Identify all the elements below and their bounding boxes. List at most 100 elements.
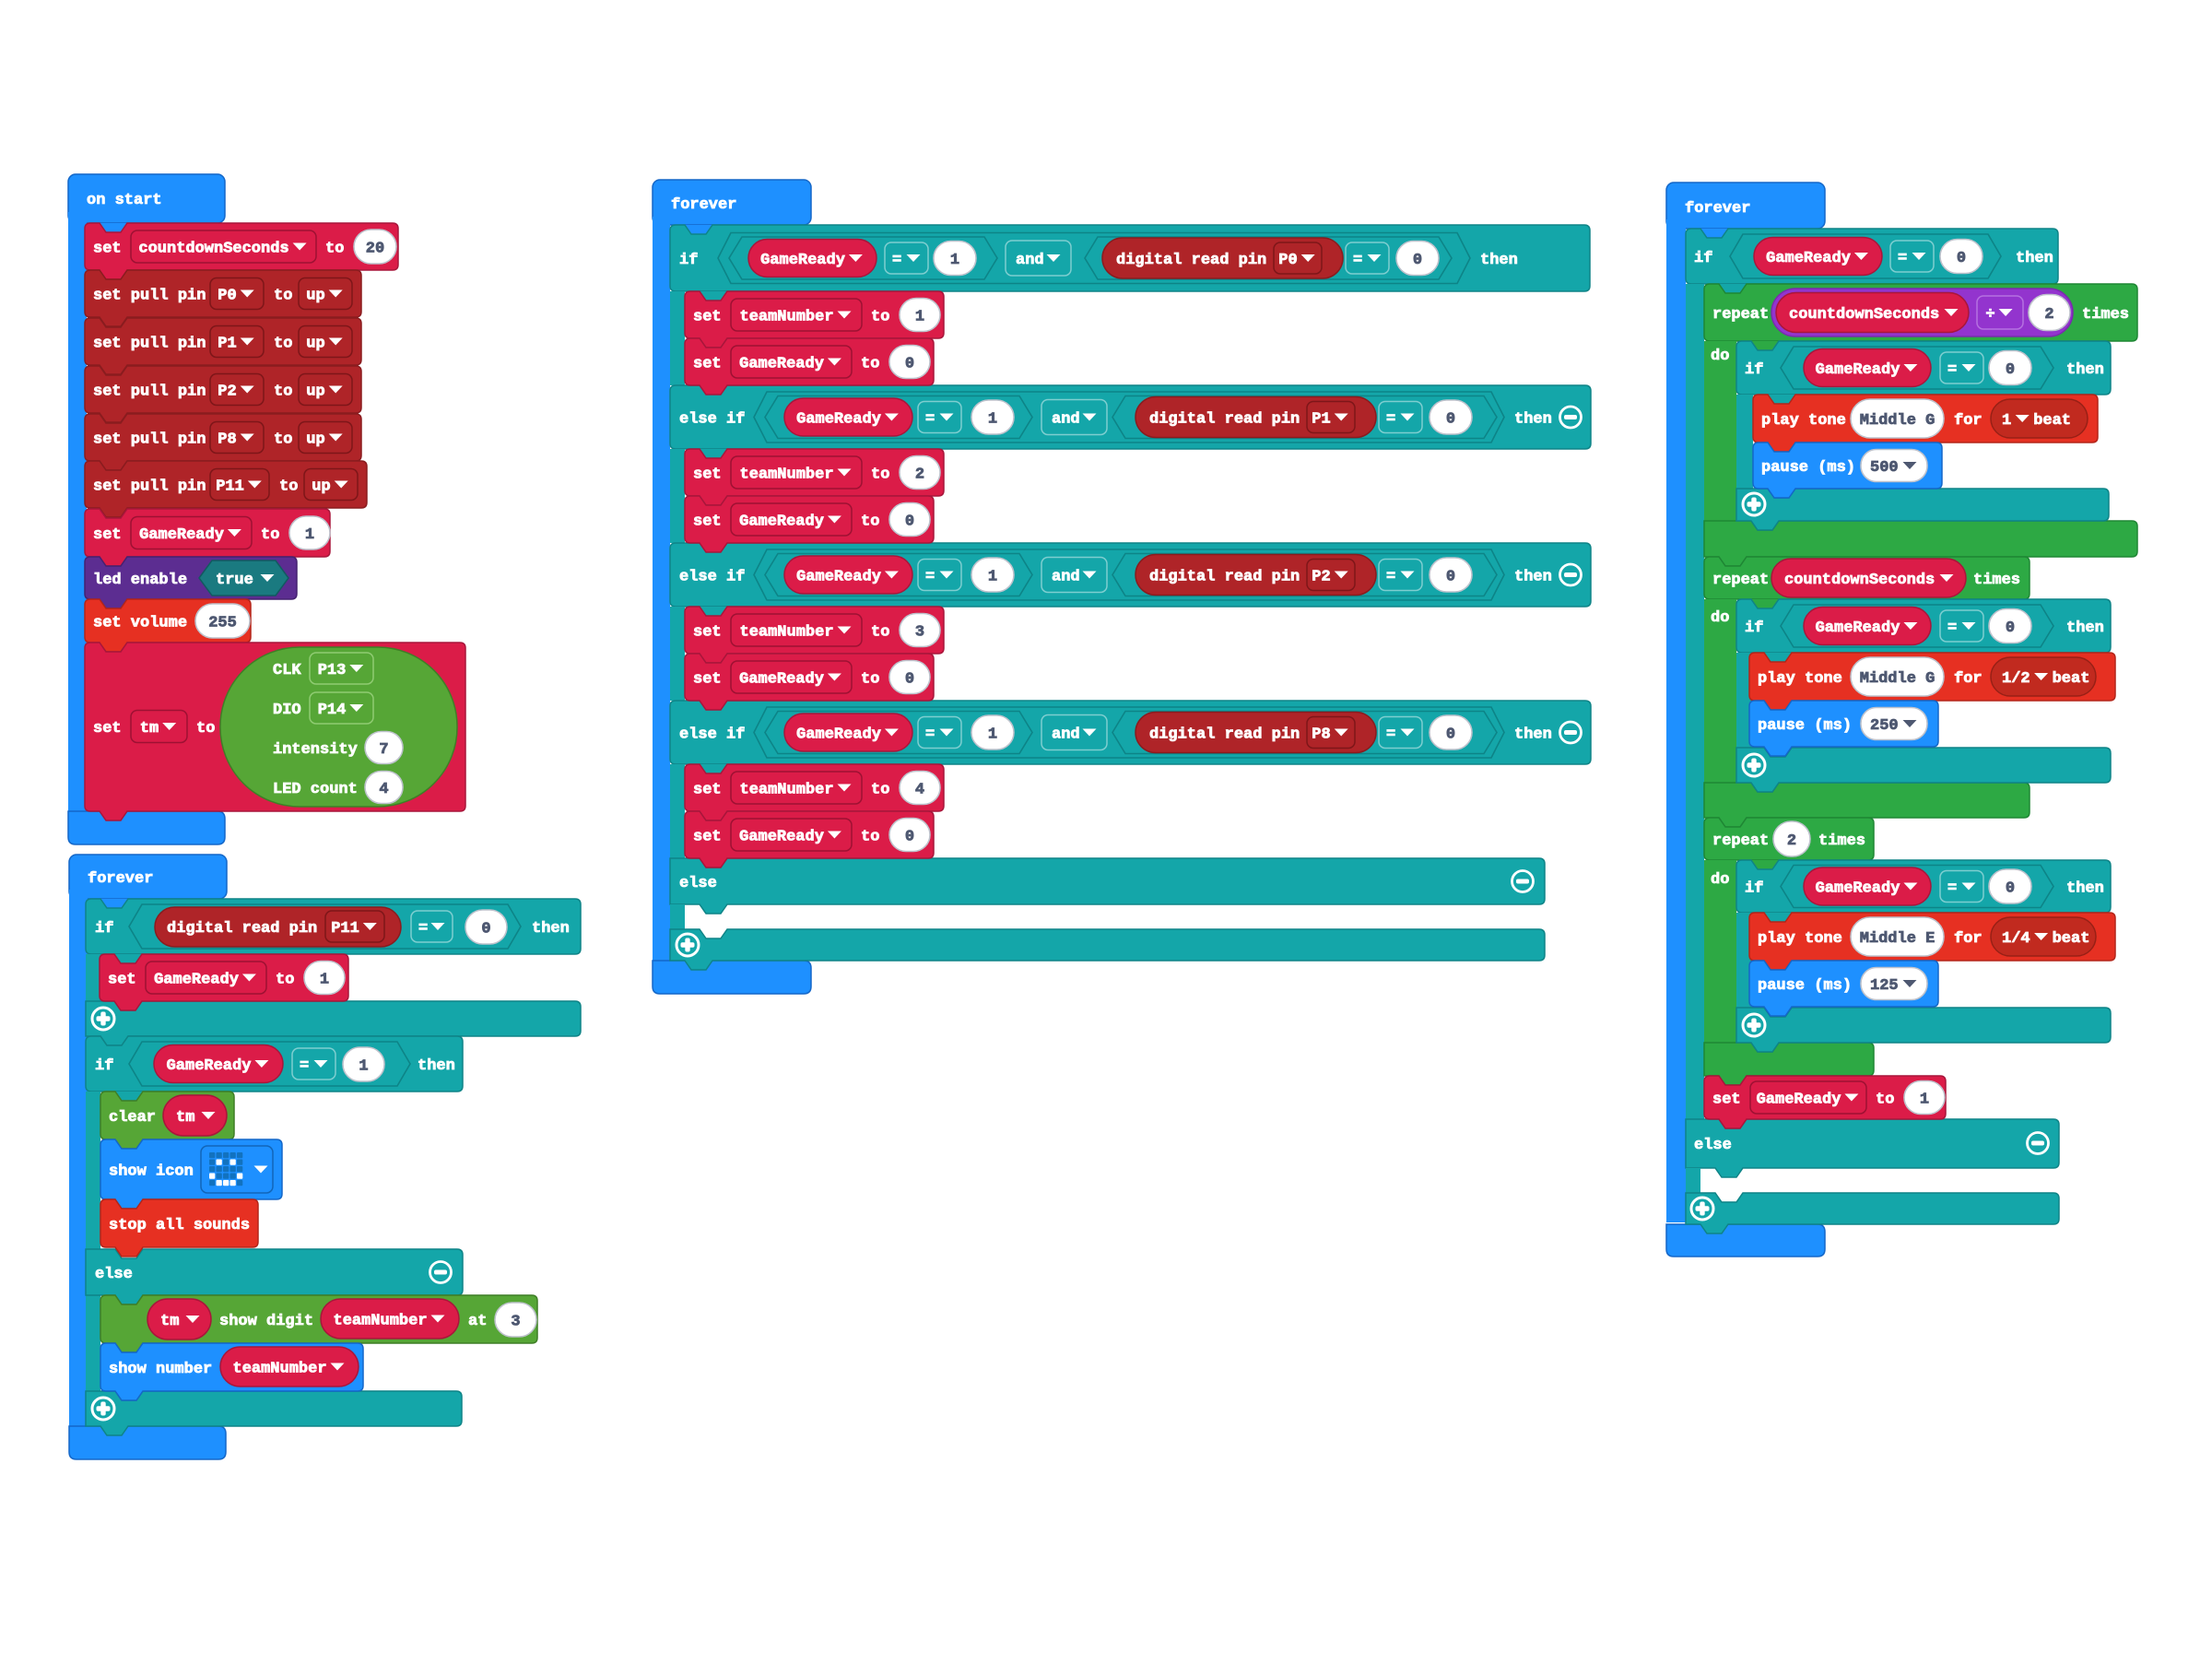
svg-text:=: = [925,726,935,743]
svg-text:to: to [871,308,889,325]
svg-text:2: 2 [2044,306,2053,324]
svg-text:GameReady: GameReady [796,410,881,428]
svg-text:forever: forever [671,196,736,214]
svg-text:0: 0 [2006,361,2015,379]
svg-text:GameReady: GameReady [1766,250,1851,267]
svg-text:to: to [279,478,298,495]
svg-text:teamNumber: teamNumber [334,1312,428,1329]
svg-text:1/4: 1/4 [2002,930,2030,948]
svg-text:if: if [95,920,113,938]
svg-text:set pull pin: set pull pin [93,383,206,400]
svg-text:and: and [1016,252,1044,269]
svg-text:=: = [1386,568,1395,585]
svg-text:Middle G: Middle G [1860,412,1936,430]
svg-text:tm: tm [140,720,159,738]
svg-text:play tone: play tone [1758,670,1842,688]
svg-text:P1: P1 [1312,410,1330,428]
svg-text:repeat: repeat [1712,832,1769,850]
svg-text:teamNumber: teamNumber [740,466,834,483]
svg-text:teamNumber: teamNumber [740,781,834,798]
svg-text:if: if [95,1057,113,1075]
svg-text:1: 1 [950,252,959,269]
svg-text:GameReady: GameReady [1816,361,1900,379]
svg-text:if: if [1745,620,1763,637]
svg-text:Middle E: Middle E [1860,930,1936,948]
svg-text:then: then [1514,568,1552,585]
svg-text:LED count: LED count [273,781,358,798]
svg-text:set: set [93,720,122,738]
svg-text:set: set [1712,1091,1741,1108]
svg-text:else if: else if [679,410,745,428]
svg-text:to: to [274,383,292,400]
svg-text:4: 4 [915,781,924,798]
svg-text:tm: tm [176,1109,194,1127]
svg-text:play tone: play tone [1758,930,1842,948]
svg-text:=: = [892,252,901,269]
svg-text:do: do [1711,609,1729,627]
svg-text:0: 0 [1446,410,1455,428]
svg-text:1: 1 [988,410,997,428]
svg-text:forever: forever [1685,200,1750,218]
svg-text:intensity: intensity [273,741,358,759]
svg-text:digital read pin: digital read pin [167,920,317,938]
svg-text:to: to [274,335,292,352]
svg-text:set: set [693,466,722,483]
svg-text:255: 255 [208,614,237,631]
svg-text:then: then [2016,250,2053,267]
svg-text:to: to [871,466,889,483]
svg-text:1: 1 [359,1057,368,1075]
svg-text:to: to [871,623,889,641]
svg-text:set pull pin: set pull pin [93,431,206,448]
svg-text:then: then [418,1057,455,1075]
svg-text:0: 0 [905,670,914,688]
svg-text:1: 1 [988,726,997,743]
svg-text:show digit: show digit [219,1313,313,1330]
svg-text:then: then [532,920,570,938]
svg-text:GameReady: GameReady [139,526,224,544]
svg-text:else if: else if [679,726,745,743]
svg-text:set: set [693,623,722,641]
svg-text:beat: beat [2053,930,2090,948]
svg-text:then: then [2066,361,2104,379]
svg-text:0: 0 [2006,620,2015,637]
svg-text:show number: show number [109,1361,212,1378]
svg-text:forever: forever [88,870,153,888]
svg-text:digital read pin: digital read pin [1149,410,1300,428]
svg-text:GameReady: GameReady [1757,1091,1841,1108]
svg-text:3: 3 [915,623,924,641]
svg-text:P14: P14 [318,702,347,719]
svg-text:then: then [2066,879,2104,897]
svg-text:0: 0 [481,920,490,938]
svg-text:1: 1 [1920,1091,1929,1108]
svg-text:set: set [108,971,136,988]
svg-text:=: = [1386,410,1395,428]
svg-text:for: for [1954,412,1983,430]
svg-text:up: up [306,383,324,400]
svg-text:then: then [1514,726,1552,743]
svg-text:play tone: play tone [1761,412,1846,430]
svg-text:and: and [1052,726,1080,743]
svg-text:set: set [693,308,722,325]
svg-text:to: to [871,781,889,798]
svg-text:for: for [1954,930,1983,948]
svg-text:125: 125 [1870,977,1899,995]
svg-text:1/2: 1/2 [2002,670,2030,688]
svg-text:digital read pin: digital read pin [1116,252,1266,269]
svg-text:0: 0 [1957,250,1966,267]
svg-text:GameReady: GameReady [739,355,824,372]
svg-text:500: 500 [1870,459,1899,477]
svg-text:0: 0 [905,513,914,530]
svg-text:and: and [1052,410,1080,428]
svg-text:show icon: show icon [109,1162,194,1180]
svg-text:GameReady: GameReady [1816,879,1900,897]
svg-text:set: set [693,828,722,845]
svg-text:countdownSeconds: countdownSeconds [1789,306,1939,324]
svg-text:=: = [1947,620,1957,637]
svg-text:if: if [1694,250,1712,267]
svg-text:Middle G: Middle G [1860,670,1936,688]
svg-text:20: 20 [366,240,384,257]
svg-text:set pull pin: set pull pin [93,287,206,304]
svg-text:if: if [679,252,698,269]
svg-text:0: 0 [905,828,914,845]
svg-text:GameReady: GameReady [739,513,824,530]
